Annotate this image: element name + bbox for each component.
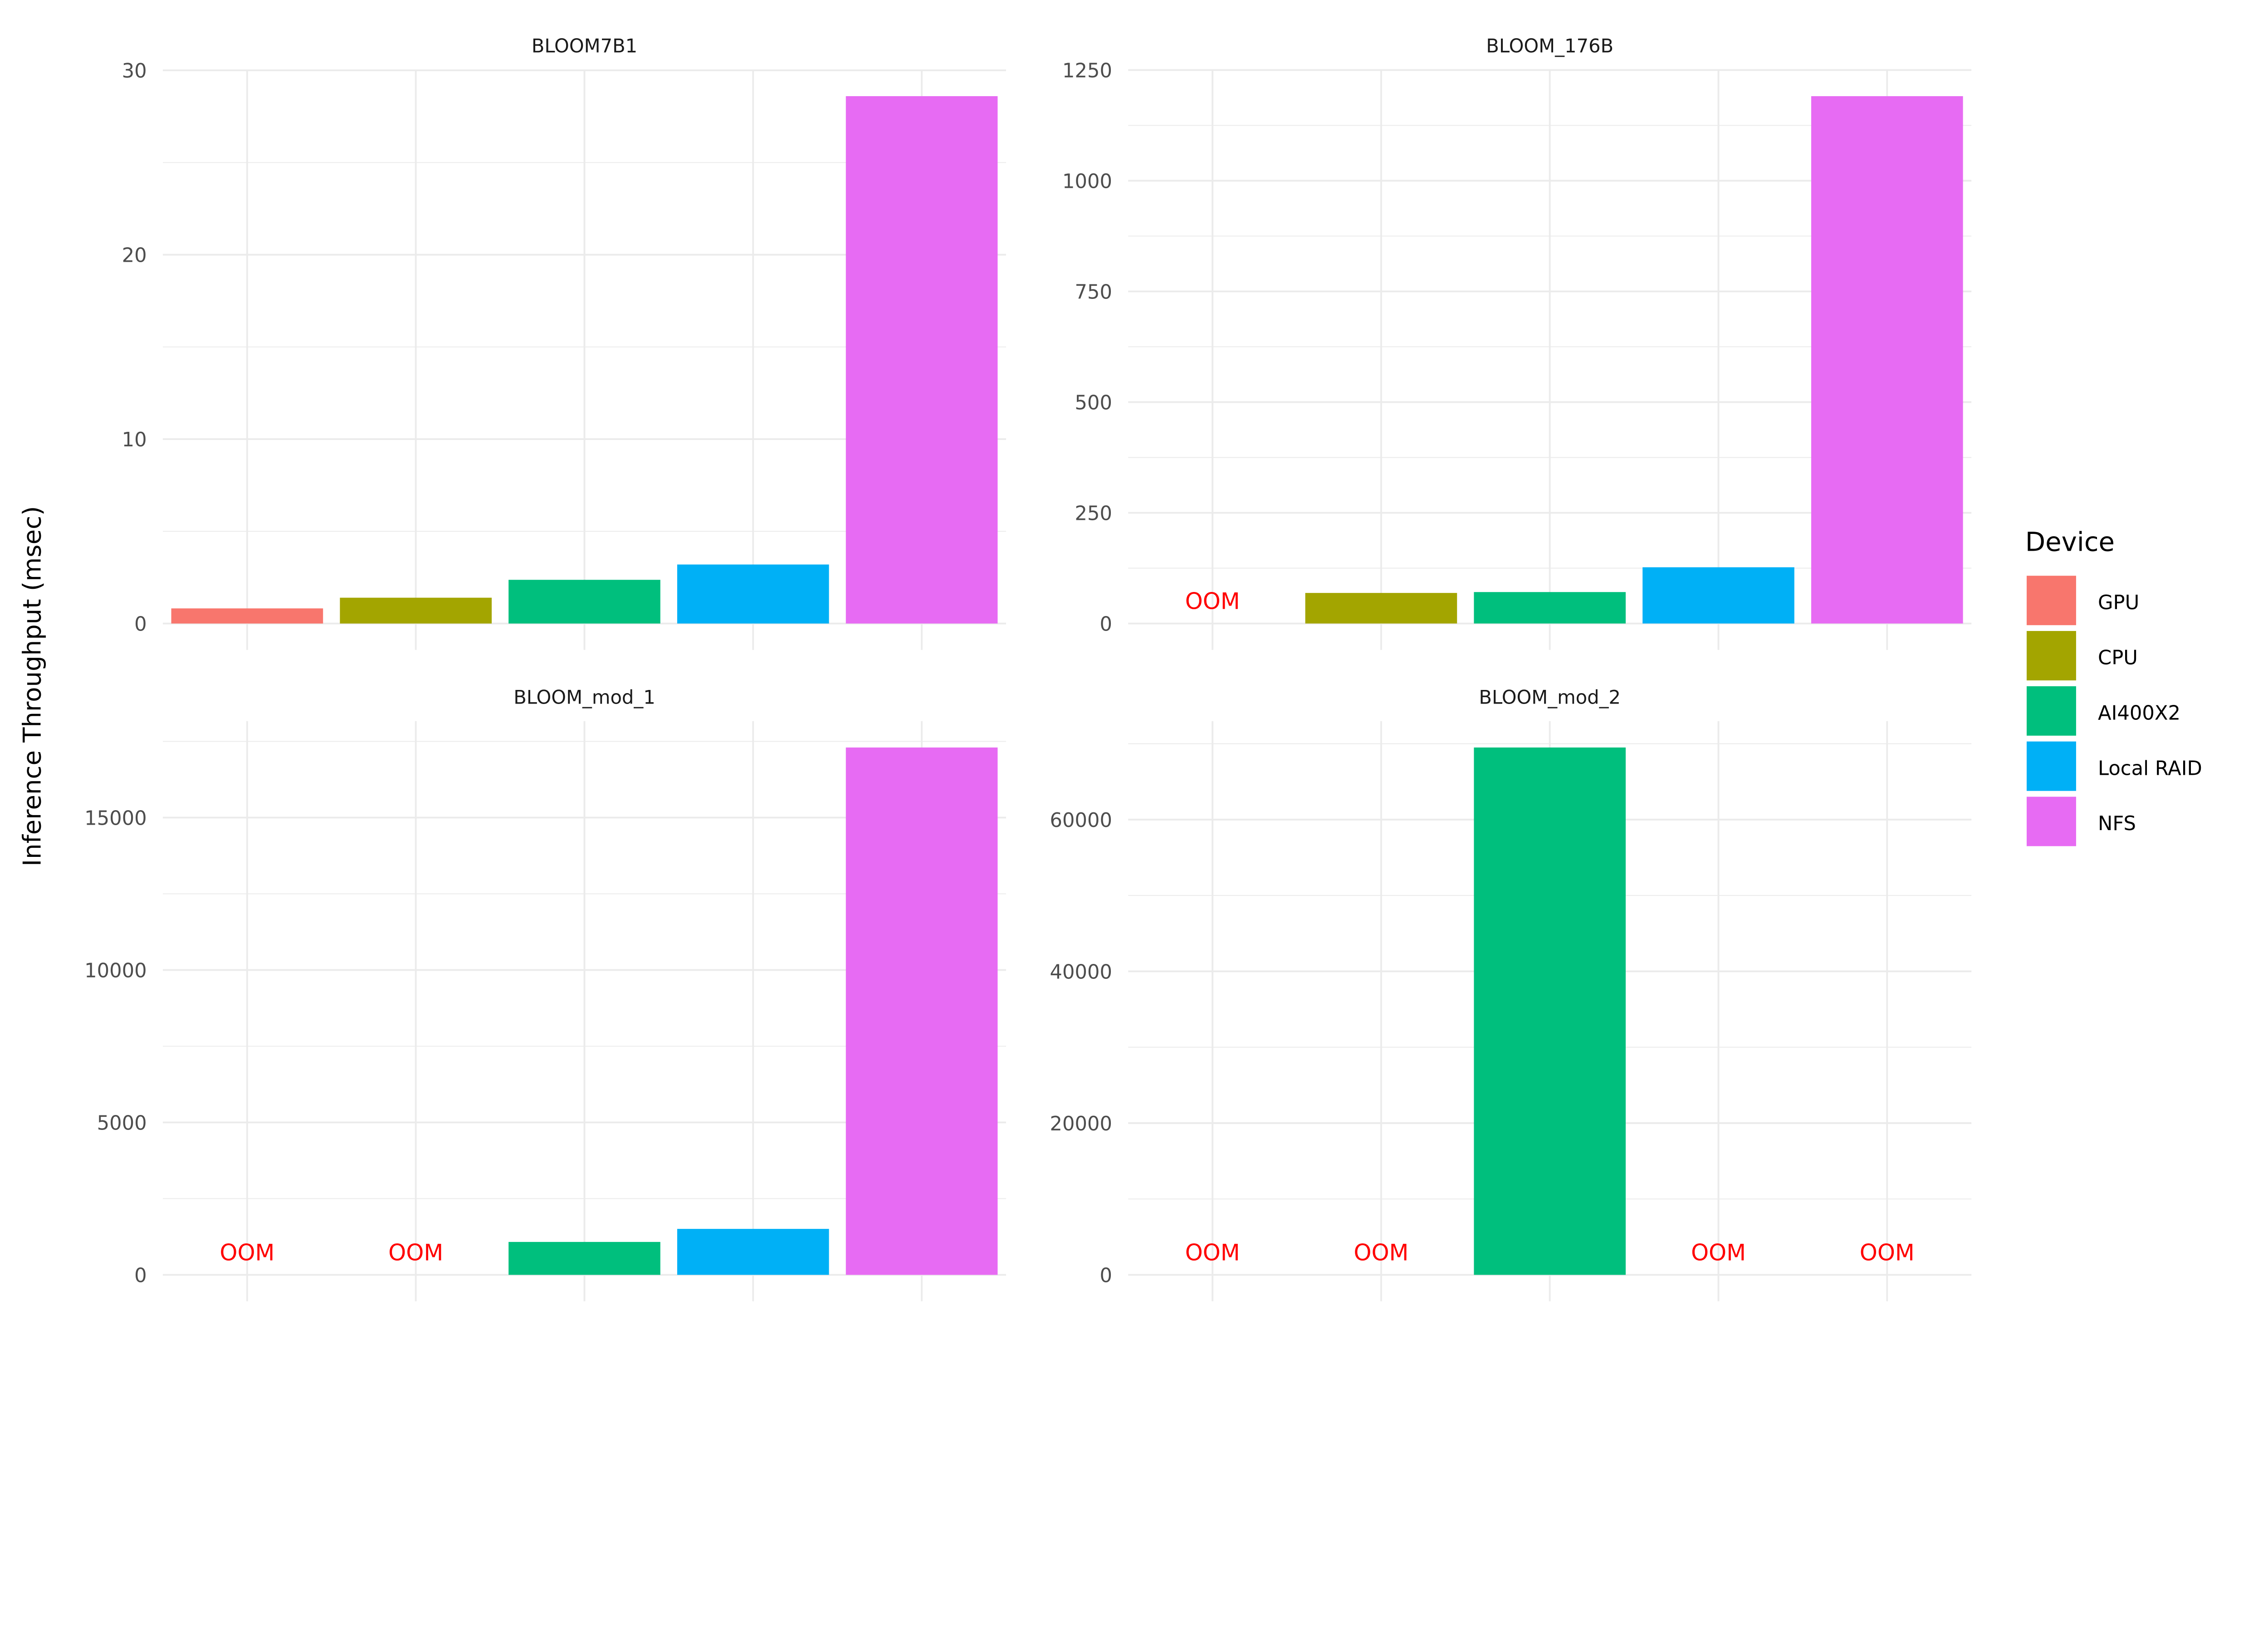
oom-label: OOM <box>1860 1239 1915 1266</box>
oom-label: OOM <box>220 1239 274 1266</box>
y-tick-label: 750 <box>1075 281 1112 303</box>
y-tick-label: 20 <box>122 244 147 267</box>
legend-title: Device <box>2025 527 2115 557</box>
oom-label: OOM <box>388 1239 443 1266</box>
legend-key <box>2026 686 2076 736</box>
legend-key <box>2026 741 2076 791</box>
y-tick-label: 10 <box>122 429 147 451</box>
faceted-bar-chart: Inference Throughput (msec) 0 10 20 30 BLOOM… <box>18 34 2202 1301</box>
panel-bloom-mod-2: 0 20000 40000 60000 BLOOM_mod_2 OOM OOM OOM OOM <box>1050 686 1972 1301</box>
bar-nfs <box>846 747 998 1275</box>
bar-ai400x2 <box>508 580 660 624</box>
bar-ai400x2 <box>1474 747 1626 1275</box>
y-tick-label: 10000 <box>84 959 147 982</box>
facet-title: BLOOM_mod_1 <box>513 686 655 708</box>
y-tick-label: 15000 <box>84 807 147 830</box>
bar-ai400x2 <box>508 1242 660 1275</box>
bar-nfs <box>1811 96 1963 624</box>
legend-label: GPU <box>2098 592 2139 614</box>
oom-label: OOM <box>1354 1239 1408 1266</box>
legend-label: Local RAID <box>2098 757 2202 780</box>
y-tick-label: 500 <box>1075 392 1112 415</box>
y-tick-label: 1250 <box>1062 59 1112 82</box>
facet-title: BLOOM7B1 <box>532 34 637 57</box>
y-tick-label: 0 <box>134 1264 147 1287</box>
y-tick-label: 5000 <box>97 1112 147 1134</box>
bar-ai400x2 <box>1474 592 1626 624</box>
bar-cpu <box>1305 593 1457 624</box>
facet-title: BLOOM_mod_2 <box>1479 686 1620 708</box>
y-tick-label: 20000 <box>1050 1113 1112 1135</box>
y-tick-label: 1000 <box>1062 170 1112 193</box>
legend-key <box>2026 797 2076 846</box>
y-tick-label: 0 <box>134 613 147 636</box>
bar-gpu <box>171 608 323 624</box>
oom-label: OOM <box>1185 588 1240 614</box>
panel-bloom7b1: 0 10 20 30 BLOOM7B1 <box>122 34 1006 650</box>
y-tick-label: 0 <box>1100 613 1112 636</box>
y-tick-label: 60000 <box>1050 809 1112 832</box>
facet-title: BLOOM_176B <box>1486 34 1613 57</box>
y-tick-label: 40000 <box>1050 961 1112 983</box>
legend-key <box>2026 631 2076 680</box>
bar-local-raid <box>677 564 829 624</box>
y-tick-label: 0 <box>1100 1264 1112 1287</box>
legend-label: AI400X2 <box>2098 702 2180 725</box>
oom-label: OOM <box>1185 1239 1240 1266</box>
bar-local-raid <box>1642 567 1794 624</box>
bar-cpu <box>340 597 492 624</box>
legend-key <box>2026 576 2076 626</box>
legend-label: CPU <box>2098 647 2138 670</box>
bar-nfs <box>846 96 998 624</box>
panel-bloom-mod-1: 0 5000 10000 15000 BLOOM_mod_1 OOM OOM <box>84 686 1006 1301</box>
legend-label: NFS <box>2098 812 2136 835</box>
y-tick-label: 250 <box>1075 503 1112 525</box>
bar-local-raid <box>677 1229 829 1275</box>
legend: Device GPU CPU AI400X2 Local RAID NFS <box>2025 527 2202 846</box>
panel-bloom-176b: 0 250 500 750 1000 1250 BLOOM_176B OOM <box>1062 34 1972 650</box>
y-tick-label: 30 <box>122 60 147 83</box>
y-axis-label: Inference Throughput (msec) <box>18 506 47 866</box>
oom-label: OOM <box>1691 1239 1746 1266</box>
